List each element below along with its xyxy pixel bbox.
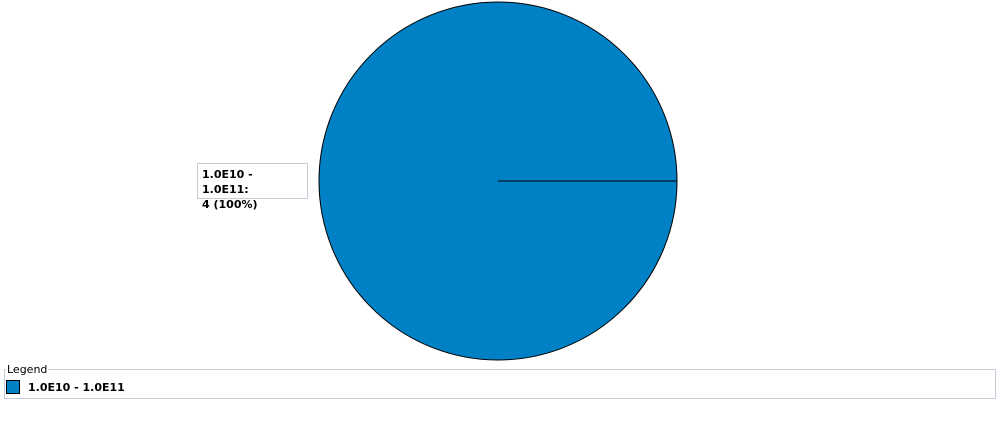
- slice-data-label: 1.0E10 - 1.0E11: 4 (100%): [197, 163, 308, 211]
- legend-title: Legend: [6, 363, 49, 376]
- slice-data-label-line2: 4 (100%): [202, 198, 258, 211]
- legend-item-label: 1.0E10 - 1.0E11: [28, 380, 125, 394]
- legend-item: 1.0E10 - 1.0E11: [6, 379, 125, 395]
- legend: Legend 1.0E10 - 1.0E11: [4, 363, 996, 399]
- legend-frame: [4, 369, 996, 399]
- legend-swatch: [6, 380, 20, 394]
- slice-data-label-line1: 1.0E10 - 1.0E11:: [202, 168, 253, 196]
